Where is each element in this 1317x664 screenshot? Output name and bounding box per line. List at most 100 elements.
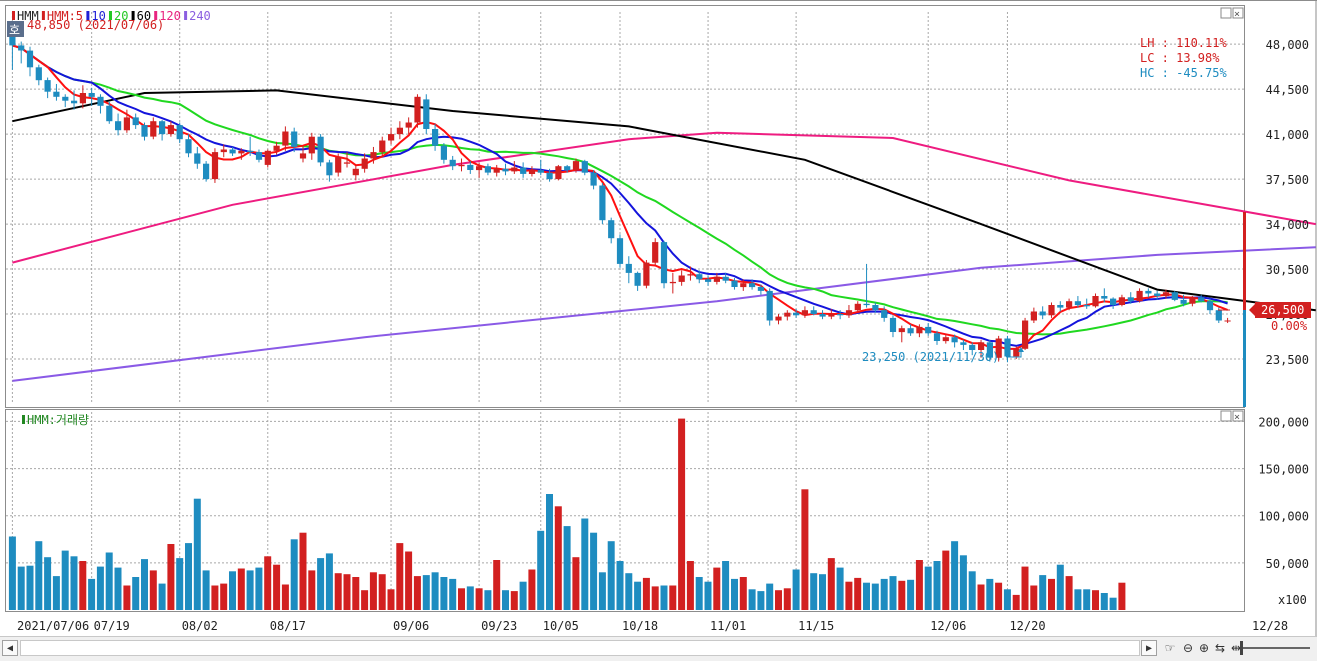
candle-body bbox=[1092, 296, 1099, 307]
candle-body bbox=[1162, 292, 1170, 297]
volume-panel-minimize-button[interactable] bbox=[1220, 410, 1232, 422]
candle-body bbox=[176, 125, 183, 140]
date-tick-label: 10/18 bbox=[622, 619, 658, 633]
volume-bar bbox=[484, 590, 492, 610]
candle-body bbox=[141, 125, 148, 137]
volume-bar bbox=[1048, 578, 1055, 610]
chart-scrollbar[interactable]: ◀ ▶ ☞ ⊖ ⊕ ⇆ ⇹ bbox=[0, 636, 1317, 661]
candle-body bbox=[414, 96, 421, 123]
candle-body bbox=[405, 122, 412, 128]
candle-body bbox=[115, 121, 122, 131]
volume-bar bbox=[889, 576, 897, 610]
volume-bar bbox=[546, 494, 553, 610]
candle-body bbox=[749, 283, 756, 288]
candle-body bbox=[264, 150, 271, 165]
hc-stat: HC : -45.75% bbox=[1140, 66, 1227, 80]
volume-bar bbox=[202, 570, 210, 610]
candle-body bbox=[308, 136, 315, 154]
candle-body bbox=[995, 338, 1002, 358]
candle-body bbox=[555, 166, 562, 180]
candle-body bbox=[1118, 297, 1125, 305]
volume-bar bbox=[281, 584, 289, 610]
candle-body bbox=[1039, 311, 1046, 316]
pan-hand-icon[interactable]: ☞ bbox=[1164, 641, 1176, 655]
volume-bar bbox=[907, 579, 915, 610]
candle-body bbox=[62, 96, 69, 101]
zoom-slider-track[interactable] bbox=[1240, 647, 1310, 649]
candle-body bbox=[599, 185, 606, 221]
zoom-out-icon[interactable]: ⊖ bbox=[1182, 641, 1194, 655]
candle-body bbox=[282, 131, 289, 146]
candle-body bbox=[273, 145, 280, 151]
volume-bar bbox=[801, 489, 809, 610]
volume-tick-label: 50,000 bbox=[1266, 557, 1309, 571]
candle-body bbox=[35, 67, 42, 81]
price-tick-label: 44,500 bbox=[1266, 83, 1309, 97]
price-legend: HMM HMM:5 10 20 60 120 240 bbox=[12, 9, 211, 23]
date-tick-label: 07/19 bbox=[94, 619, 130, 633]
volume-panel-close-button[interactable] bbox=[1232, 410, 1244, 422]
candle-body bbox=[1171, 292, 1178, 300]
volume-bar bbox=[995, 582, 1003, 610]
price-panel-minimize-button[interactable] bbox=[1220, 7, 1232, 19]
date-tick-label: 09/23 bbox=[481, 619, 517, 633]
bar-spacing-icon[interactable]: ⇆ bbox=[1214, 641, 1226, 655]
ma120-line bbox=[12, 131, 1316, 264]
volume-bar bbox=[1092, 590, 1099, 610]
candle-body bbox=[731, 280, 738, 287]
volume-bar bbox=[827, 558, 835, 610]
low-price-arrow-icon bbox=[1006, 350, 1022, 358]
stock-tab-badge[interactable] bbox=[7, 21, 24, 37]
candle-body bbox=[449, 159, 456, 167]
volume-bar bbox=[149, 570, 157, 610]
zoom-in-icon[interactable]: ⊕ bbox=[1198, 641, 1210, 655]
volume-bar bbox=[686, 561, 694, 610]
current-price-pointer-icon bbox=[1249, 304, 1255, 316]
volume-bar bbox=[502, 590, 509, 610]
zoom-slider-knob[interactable] bbox=[1240, 641, 1243, 655]
volume-bar bbox=[669, 585, 677, 610]
volume-bar bbox=[1056, 564, 1064, 610]
scroll-right-button[interactable]: ▶ bbox=[1141, 640, 1157, 656]
candle-body bbox=[88, 93, 95, 97]
volume-bar bbox=[519, 581, 527, 610]
candle-body bbox=[97, 96, 104, 106]
candle-body bbox=[467, 164, 474, 170]
candle-body bbox=[1180, 299, 1187, 304]
candle-body bbox=[678, 275, 685, 282]
candle-body bbox=[705, 279, 712, 282]
volume-bar bbox=[704, 581, 712, 610]
candle-body bbox=[1057, 305, 1064, 308]
scroll-left-button[interactable]: ◀ bbox=[2, 640, 18, 656]
volume-bar bbox=[1012, 594, 1020, 610]
current-price-label: 26,500 bbox=[1261, 303, 1304, 317]
volume-bar bbox=[255, 567, 263, 610]
volume-bar bbox=[123, 585, 131, 610]
candle-body bbox=[396, 127, 403, 135]
candle-body bbox=[229, 149, 236, 154]
date-tick-label: 12/06 bbox=[930, 619, 966, 633]
date-tick-label: 2021/07/06 bbox=[17, 619, 89, 633]
candle-body bbox=[185, 139, 192, 154]
stock-tab-label[interactable]: 호 bbox=[9, 23, 20, 37]
candle-body bbox=[572, 161, 580, 171]
candle-body bbox=[696, 274, 703, 280]
volume-bar bbox=[607, 541, 615, 610]
reset-view-icon[interactable]: ⇹ bbox=[1230, 641, 1242, 655]
price-panel-close-button[interactable] bbox=[1232, 7, 1244, 19]
legend-marker bbox=[12, 11, 15, 20]
candle-body bbox=[722, 276, 729, 281]
volume-legend: HMM:거래량 bbox=[22, 413, 89, 427]
volume-bar bbox=[396, 543, 404, 610]
date-tick-label: 11/01 bbox=[710, 619, 746, 633]
ma240-line bbox=[12, 246, 1316, 382]
candle-body bbox=[493, 168, 500, 173]
volume-bar bbox=[167, 544, 175, 610]
candle-body bbox=[167, 125, 174, 135]
volume-bar bbox=[246, 570, 254, 610]
volume-bar bbox=[880, 578, 888, 610]
ma60-line bbox=[12, 89, 1316, 312]
volume-axis-area bbox=[1245, 409, 1316, 612]
scroll-track[interactable] bbox=[20, 640, 1140, 656]
volume-bar bbox=[942, 550, 950, 610]
